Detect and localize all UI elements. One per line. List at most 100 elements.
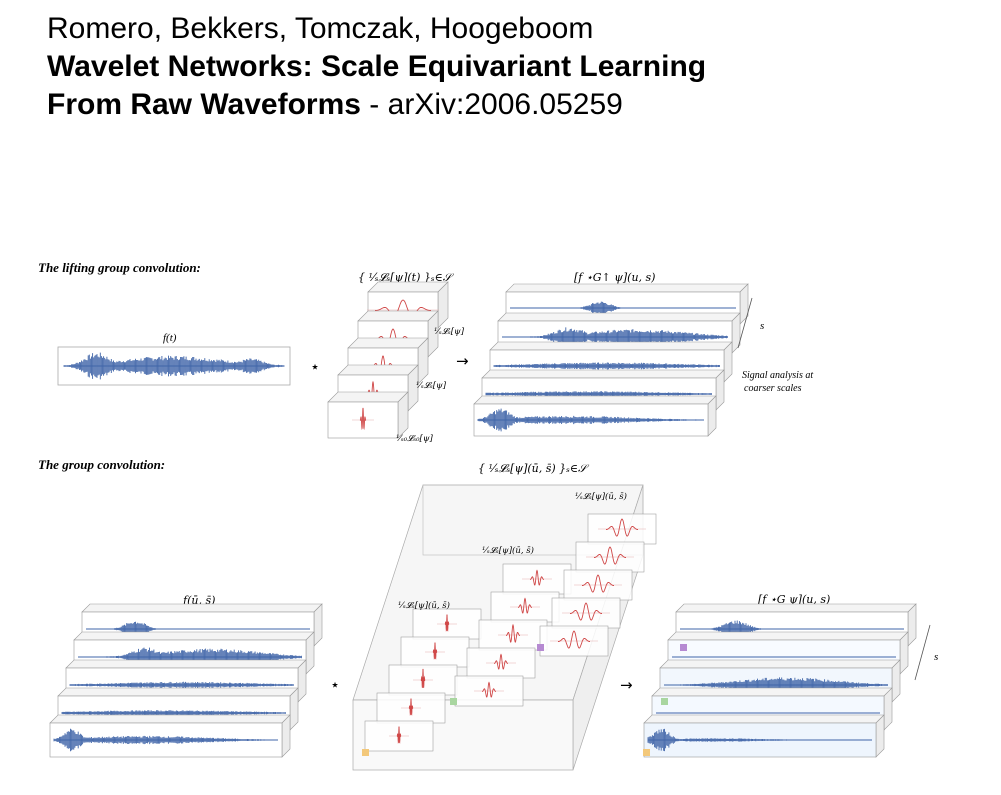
lifting-note-line-1: Signal analysis at	[742, 370, 813, 381]
group-output-stack	[643, 603, 917, 758]
lifting-output-frame-0-top	[505, 283, 749, 293]
lifting-kernel-frame-1-top	[357, 310, 439, 322]
lifting-heading: The lifting group convolution:	[38, 260, 201, 275]
group-input-signal-4	[53, 728, 278, 752]
group-kernel-marker-green	[450, 698, 457, 705]
authors: Romero, Bekkers, Tomczak, Hoogeboom	[47, 12, 594, 45]
lifting-output-label: [f ⋆G↑ ψ](u, s)	[574, 271, 655, 284]
lifting-input-frame	[57, 346, 291, 386]
group-input-frame-1-top	[73, 631, 315, 641]
group-input-signal-2	[69, 681, 294, 689]
lifting-note-line-2: coarser scales	[744, 383, 802, 394]
lifting-arrow: →	[456, 352, 469, 370]
group-kernel-wave-2-0	[558, 630, 590, 649]
lifting-output-signal-0	[510, 301, 736, 315]
lifting-kernel-frame-2-top	[347, 337, 429, 349]
group-kernel-wave-1-0	[482, 681, 496, 698]
lifting-input-signal	[63, 352, 285, 380]
group-output-frame-4-top	[643, 714, 885, 724]
group-kernel-wave-1-1	[494, 653, 508, 670]
group-scale-axis-label: s	[934, 651, 938, 663]
group-output-signal-0	[680, 620, 904, 638]
group-input-frame-4-top	[49, 714, 291, 724]
lifting-kernel-wave-0	[375, 299, 431, 318]
group-kernel-marker-purple	[537, 644, 544, 651]
group-output-marker-purple	[680, 644, 687, 651]
group-output-frame-0-top	[675, 603, 917, 613]
group-kernel-wave-2-4	[606, 518, 638, 537]
group-kernel-label-0: ¹⁄ₛ𝓛ₛ[ψ](ū, s̄)	[398, 600, 450, 611]
lifting-scale-axis	[737, 297, 753, 349]
paper-title-1: Wavelet Networks: Scale Equivariant Lear…	[47, 50, 707, 83]
lifting-output-frame-4-top	[473, 395, 717, 405]
arxiv-id: arXiv:2006.05259	[387, 88, 623, 121]
group-kernel-slice-1-1	[466, 647, 536, 679]
group-output-frame-3-top	[651, 687, 893, 697]
group-kernel-wave-2-1	[570, 602, 602, 621]
lifting-kernel-wave-4	[359, 407, 367, 430]
lifting-kernel-label-0: ¹⁄ₛ𝓛ₛ[ψ]	[434, 327, 465, 337]
lifting-output-frame-1-top	[497, 312, 741, 322]
lifting-kernel-frame-3-top	[337, 364, 419, 376]
group-kernel-wave-1-3	[518, 597, 532, 614]
group-kernel-wave-2-2	[582, 574, 614, 593]
group-input-frame-2-top	[65, 659, 307, 669]
lifting-kernel-frame-4-top	[327, 391, 409, 403]
lifting-kernel-label-2: ¹⁄ₛ₀𝓛ₛ₀[ψ]	[396, 434, 434, 444]
group-output-marker-orange	[643, 749, 650, 756]
group-kernel-wave-2-3	[594, 546, 626, 565]
group-kernel-wave-1-2	[506, 623, 520, 643]
lifting-kernel-set-label: { ¹⁄ₛ𝓛ₛ[ψ](t) }ₛ∈𝒮	[358, 271, 455, 284]
group-input-signal-0	[86, 621, 310, 637]
paper-title-line-2: From Raw Waveforms - arXiv:2006.05259	[47, 86, 947, 124]
lifting-kernel-wave-1	[375, 328, 411, 347]
group-kernel-wave-0-2	[420, 668, 426, 689]
lifting-output-signal-4	[477, 408, 704, 432]
lifting-kernel-wave-3	[366, 380, 380, 402]
group-output-frame-2-top	[659, 659, 901, 669]
paper-title-2: From Raw Waveforms	[47, 88, 361, 121]
lifting-output-signal-1	[502, 327, 728, 347]
group-kernel-wave-0-4	[444, 614, 450, 632]
group-kernel-marker-orange	[362, 749, 369, 756]
group-kernel-wave-0-3	[432, 642, 438, 660]
group-kernel-wave-0-0	[396, 726, 402, 744]
group-kernel-set-label: { ¹⁄ₛ𝓛ₛ[ψ](ū, s̄) }ₛ∈𝒮	[478, 462, 590, 475]
group-kernel-block: ¹⁄ₛ𝓛ₛ[ψ](ū, s̄) ¹⁄ₛ𝓛ₛ[ψ](ū, s̄) ¹⁄ₛ𝓛ₛ[ψ](ū…	[352, 484, 657, 771]
lifting-output-signal-3	[485, 391, 712, 397]
group-output-frame-1-top	[667, 631, 909, 641]
paper-title-line-1: Wavelet Networks: Scale Equivariant Lear…	[47, 48, 947, 86]
group-input-frame-0-top	[81, 603, 323, 613]
group-output-signal-4	[647, 728, 872, 752]
lifting-output-frame-2-top	[489, 341, 733, 351]
group-output-marker-green	[661, 698, 668, 705]
group-input-frame-3-top	[57, 687, 299, 697]
lifting-star: ⋆	[310, 357, 320, 376]
lifting-kernel-stack: ¹⁄ₛ𝓛ₛ[ψ] ¹⁄ₛ𝓛ₛ[ψ] ¹⁄ₛ₀𝓛ₛ₀[ψ]	[327, 281, 465, 444]
group-input-stack	[49, 603, 323, 758]
group-input-signal-3	[61, 710, 286, 716]
lifting-output-stack	[473, 283, 749, 437]
group-heading: The group convolution:	[38, 457, 165, 472]
lifting-output-signal-2	[493, 362, 720, 370]
group-scale-axis	[914, 624, 931, 681]
slide-header: Romero, Bekkers, Tomczak, Hoogeboom Wave…	[47, 10, 947, 124]
lifting-scale-axis-label: s	[760, 320, 764, 332]
lifting-kernel-label-1: ¹⁄ₛ𝓛ₛ[ψ]	[416, 381, 447, 391]
group-output-signal-2	[664, 677, 888, 693]
arxiv-separator: -	[360, 88, 388, 121]
group-star: ⋆	[330, 675, 340, 694]
group-kernel-label-2: ¹⁄ₛ𝓛ₛ[ψ](ū, s̄)	[575, 491, 627, 502]
group-kernel-wave-0-1	[408, 698, 414, 716]
lifting-input-waveform	[63, 352, 285, 380]
lifting-kernel-wave-2	[372, 355, 394, 374]
group-input-signal-1	[78, 647, 302, 667]
group-kernel-wave-1-4	[530, 569, 544, 586]
lifting-kernel-frame-0-top	[367, 281, 449, 293]
group-output-label: [f ⋆G ψ](u, s)	[758, 593, 830, 606]
lifting-input-label: f(t)	[163, 332, 177, 344]
lifting-output-frame-3-top	[481, 369, 725, 379]
group-kernel-label-1: ¹⁄ₛ𝓛ₛ[ψ](ū, s̄)	[482, 545, 534, 556]
group-arrow: →	[620, 676, 633, 694]
